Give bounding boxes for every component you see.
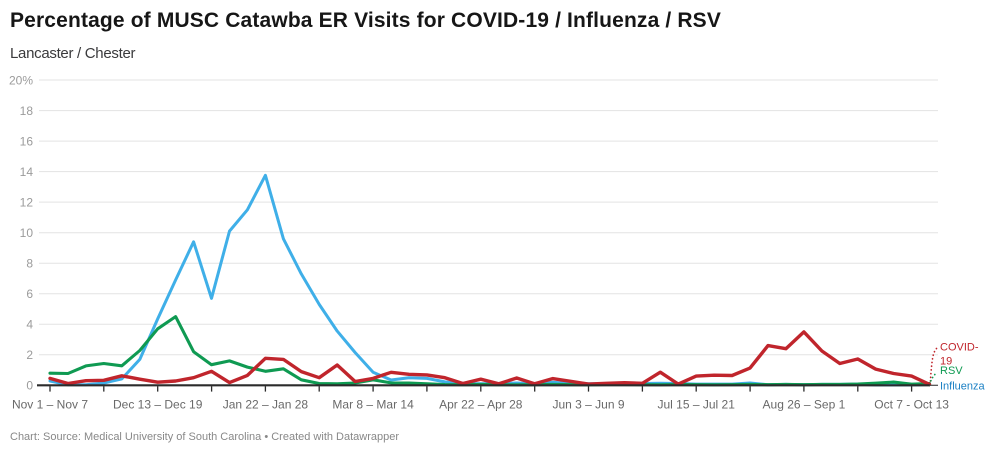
svg-text:19: 19 [940,355,952,367]
svg-text:14: 14 [20,165,34,179]
svg-text:Jul 15 – Jul 21: Jul 15 – Jul 21 [658,398,736,412]
svg-text:Oct 7 - Oct 13: Oct 7 - Oct 13 [874,398,949,412]
svg-text:Dec 13 – Dec 19: Dec 13 – Dec 19 [113,398,203,412]
svg-text:Nov 1 – Nov 7: Nov 1 – Nov 7 [12,398,88,412]
svg-text:Mar 8 – Mar 14: Mar 8 – Mar 14 [332,398,414,412]
svg-text:16: 16 [20,134,34,148]
svg-text:12: 12 [20,195,34,209]
svg-text:0: 0 [26,379,33,393]
svg-text:10: 10 [20,226,34,240]
svg-text:8: 8 [26,257,33,271]
svg-text:4: 4 [26,318,33,332]
svg-text:Aug 26 – Sep 1: Aug 26 – Sep 1 [763,398,846,412]
svg-text:Apr 22 – Apr 28: Apr 22 – Apr 28 [439,398,523,412]
svg-text:2: 2 [26,348,33,362]
svg-text:Influenza: Influenza [940,381,986,393]
svg-text:Jun 3 – Jun 9: Jun 3 – Jun 9 [552,398,624,412]
svg-text:6: 6 [26,287,33,301]
svg-text:RSV: RSV [940,365,963,377]
svg-text:18: 18 [20,104,34,118]
svg-text:Jan 22 – Jan 28: Jan 22 – Jan 28 [223,398,309,412]
svg-text:20%: 20% [9,73,33,87]
svg-text:COVID-: COVID- [940,342,979,354]
